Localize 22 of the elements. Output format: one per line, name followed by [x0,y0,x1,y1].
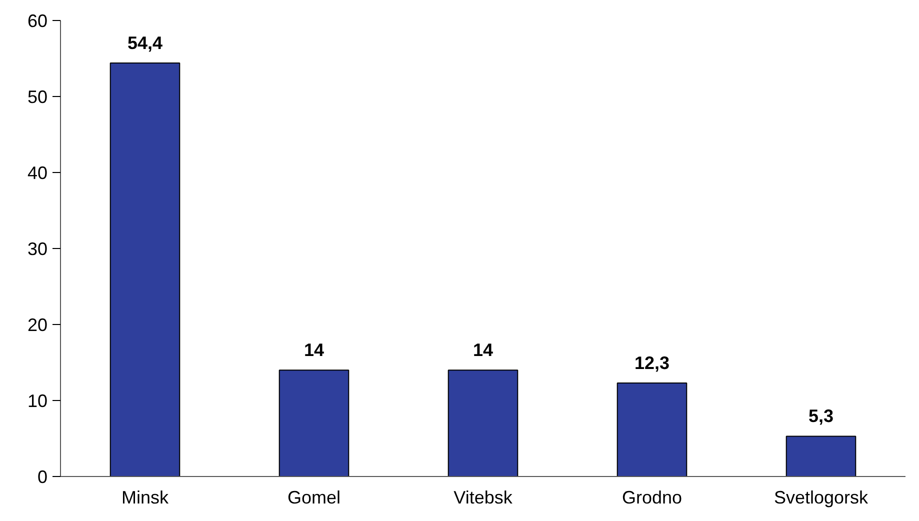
y-tick-label: 0 [37,467,48,487]
data-label: 12,3 [634,353,670,374]
y-tick-label: 30 [27,239,48,259]
bar [448,370,518,476]
x-tick-label: Grodno [622,488,682,508]
bar [616,382,688,476]
x-tick-label: Vitebsk [454,488,514,508]
bar [278,370,350,476]
y-tick-label: 40 [27,163,48,183]
data-label: 5,3 [808,406,834,426]
bar [110,62,180,476]
y-tick-label: 50 [27,87,48,107]
x-tick-label: Minsk [122,488,170,508]
y-tick-label: 60 [27,11,48,31]
x-tick-label: Gomel [287,488,341,508]
data-label: 54,4 [127,33,163,54]
y-tick-label: 10 [27,391,48,411]
y-tick-label: 20 [27,315,48,335]
data-label: 14 [472,340,494,360]
bar [786,436,856,476]
x-tick-label: Svetlogorsk [774,488,870,508]
data-label: 14 [304,340,324,360]
